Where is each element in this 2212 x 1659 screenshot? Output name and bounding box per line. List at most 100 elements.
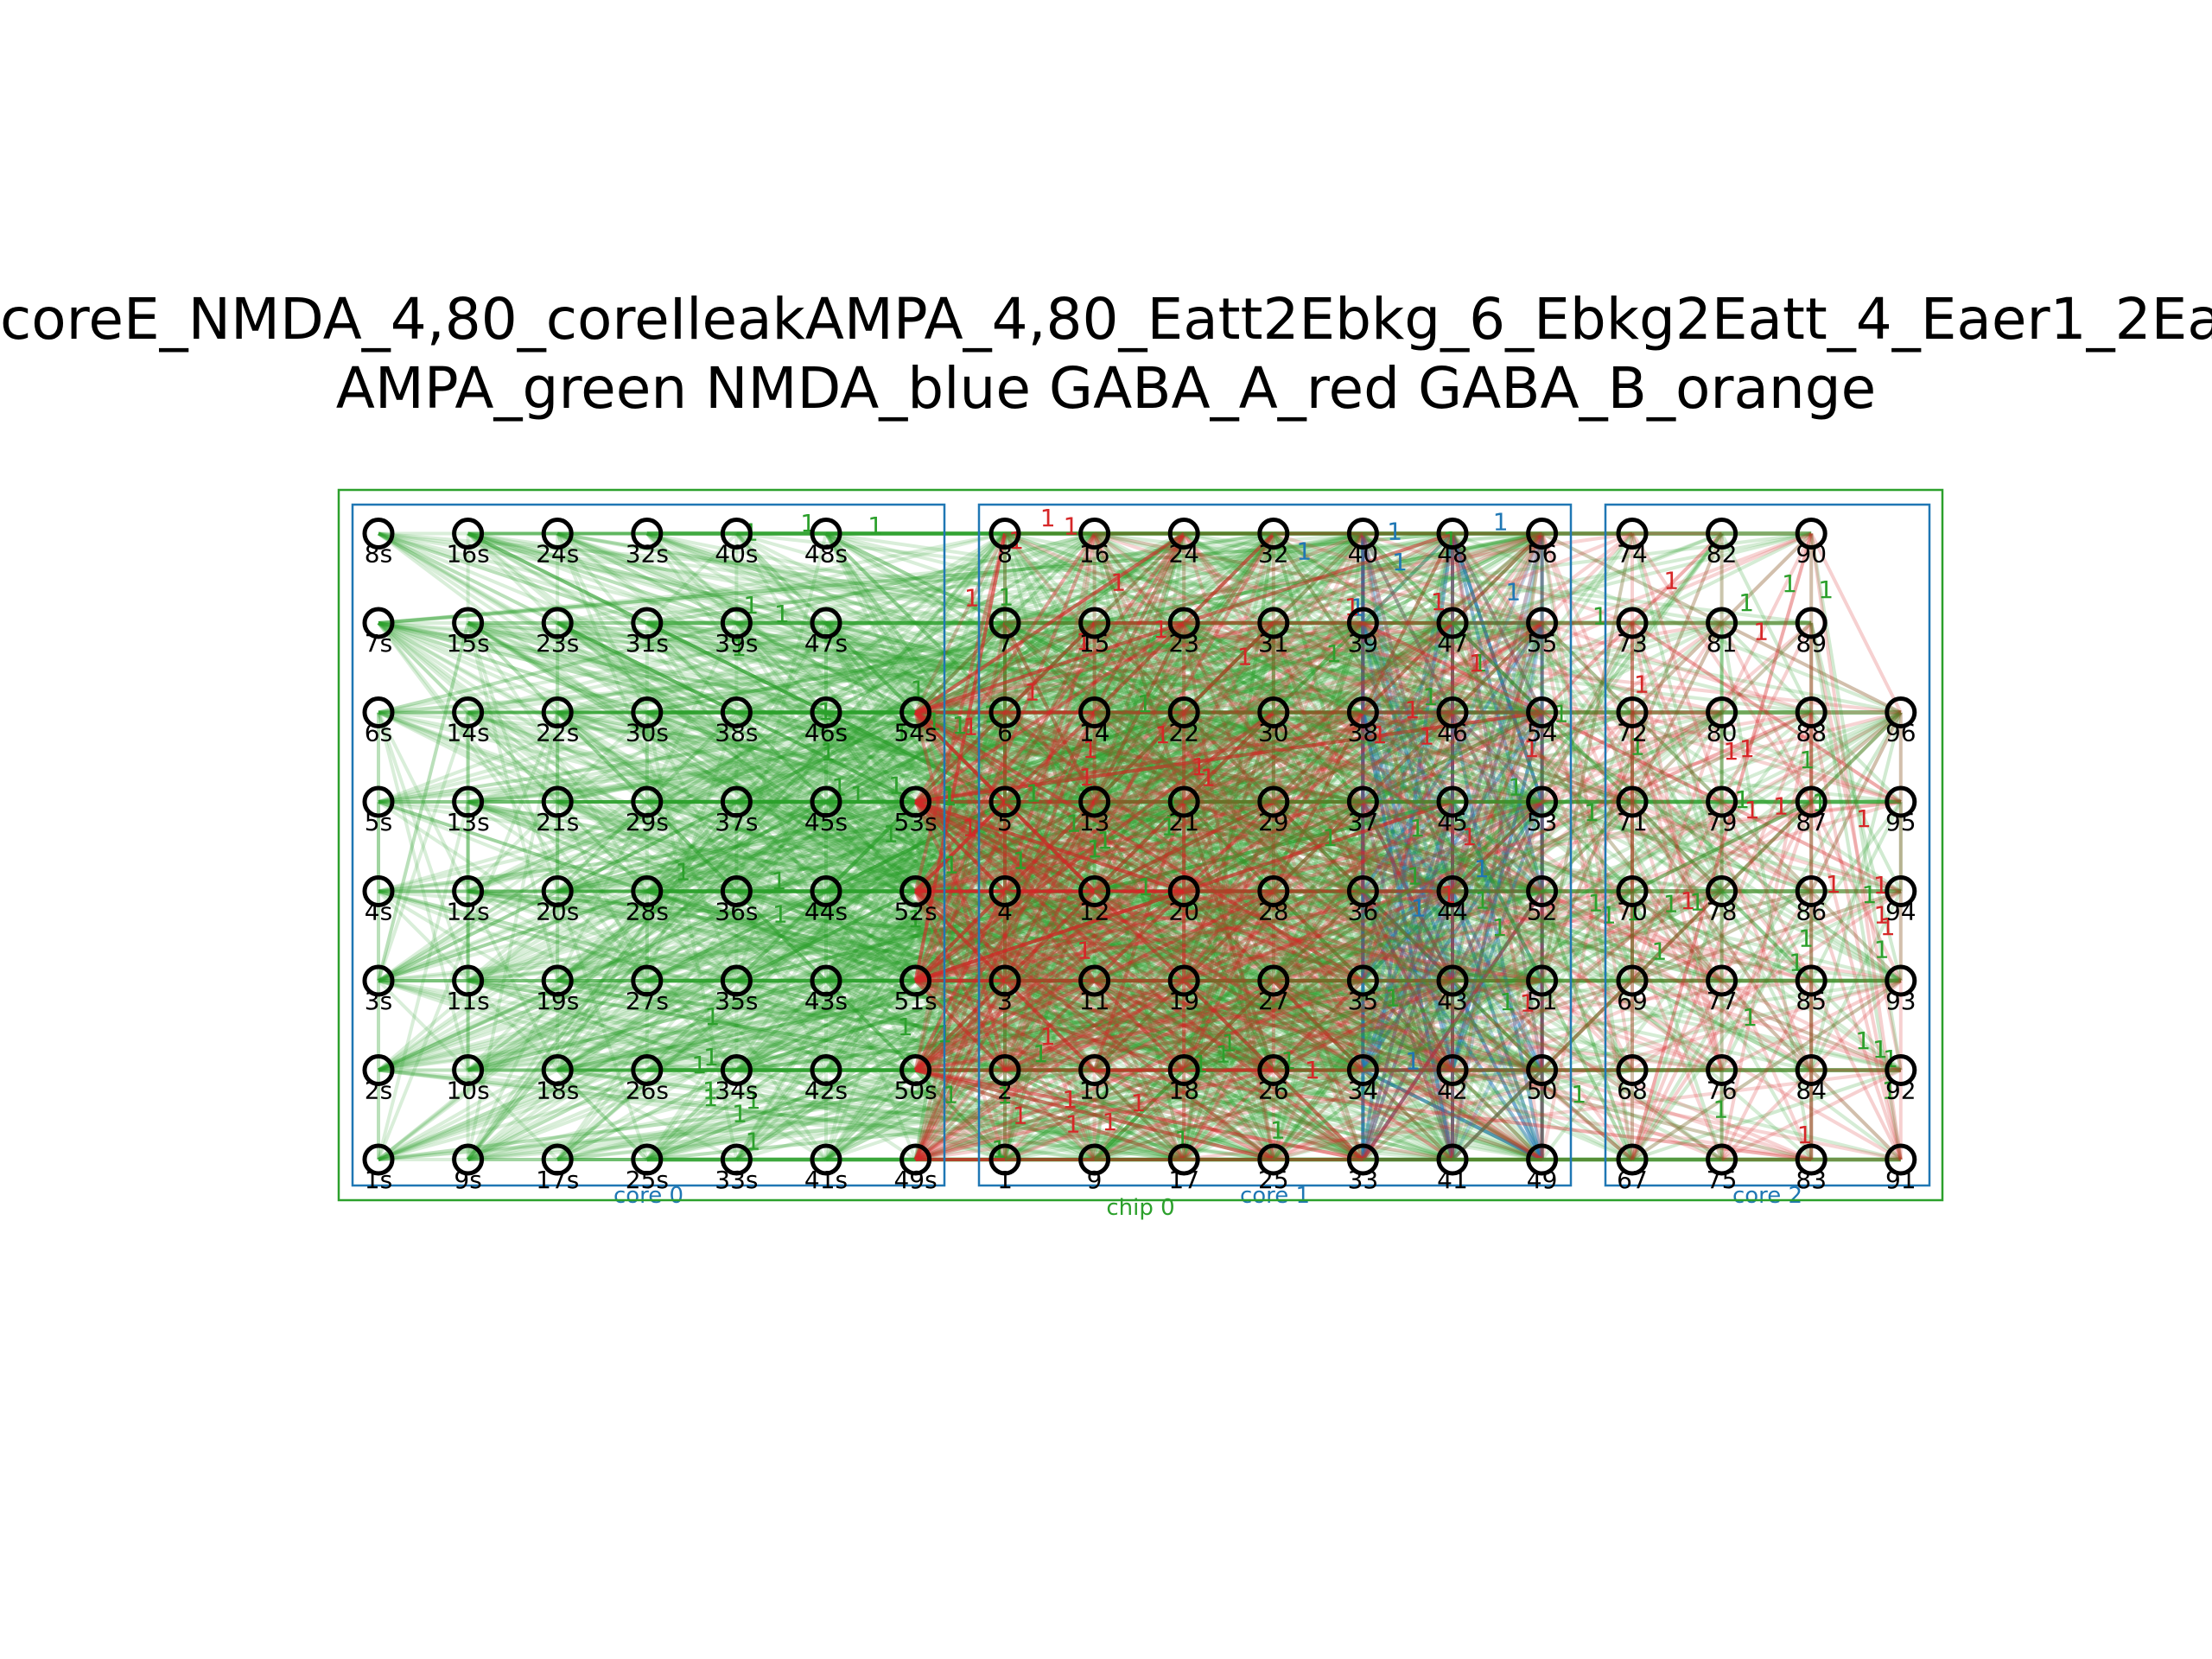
synapse-edge [914,710,1453,893]
synapse-edge [1004,531,1364,715]
synapse-edge [1093,800,1185,893]
synapse-edge [735,621,1454,1072]
synapse-edge [735,531,1185,804]
synapse-edge [736,979,1453,1072]
neuron-node[interactable]: 32 [1257,518,1290,569]
synapse-edge [645,711,739,982]
neuron-node[interactable]: 16s [446,518,490,569]
synapse-edge [377,800,917,1161]
synapse-edge [1093,621,1274,715]
synapse-edge [1183,1068,1364,1161]
synapse-edge [824,532,1185,1071]
synapse-edge [1182,622,1365,1071]
neuron-node[interactable]: 90 [1795,518,1827,569]
synapse-edge [824,621,1275,1071]
synapse-edge [1362,710,1543,804]
synapse-edge [734,890,1007,1161]
neuron-node[interactable]: 56 [1526,518,1559,569]
neuron-node[interactable]: 82 [1706,518,1738,569]
edge-weight-label: 1 [1508,773,1523,802]
synapse-edge [645,532,1185,1071]
synapse-edge [378,621,1006,982]
synapse-edge [645,800,738,893]
synapse-edge [556,710,1096,893]
synapse-edge [556,889,1006,982]
neuron-label: 14s [446,719,489,747]
neuron-node[interactable]: 40 [1346,518,1379,569]
synapse-edge [1361,801,1544,1160]
synapse-edge [914,710,1364,893]
synapse-edge [734,532,1364,1161]
synapse-edge [1093,979,1364,1072]
synapse-edge [1003,621,1364,982]
synapse-edge [467,710,1185,804]
synapse-edge [557,621,1453,715]
synapse-edge [1004,531,1363,625]
neuron-label: 33s [715,1166,758,1194]
synapse-edge [645,710,1185,982]
synapse-edge [1003,532,1275,1071]
synapse-edge [556,531,1543,893]
synapse-edge [467,710,1274,804]
synapse-edge [736,889,1185,982]
synapse-edge [1093,621,1454,1071]
synapse-edge [736,800,1542,893]
synapse-edge [734,532,1096,1160]
synapse-edge [1361,801,1454,1160]
neuron-node[interactable]: 24s [536,518,579,569]
synapse-edge [1003,890,1096,982]
synapse-edge [1361,622,1454,893]
synapse-edge [378,531,1543,982]
synapse-edge [735,800,1453,982]
synapse-edge [1093,621,1544,1071]
synapse-edge [467,979,559,1071]
synapse-edge [1182,801,1275,1071]
neuron-label: 40s [715,540,758,569]
synapse-edge [734,621,1007,1071]
neuron-node[interactable]: 96 [1885,696,1917,747]
synapse-edge [825,621,1453,804]
synapse-edge [378,710,917,982]
neuron-label: 46s [804,719,848,747]
synapse-edge [378,1068,1185,1161]
synapse-edge [377,712,470,1071]
synapse-edge [556,621,1364,1161]
synapse-edge [378,710,1006,1072]
synapse-edge [1092,533,1186,982]
neuron-node[interactable]: 10 [1078,1054,1111,1105]
edge-weight-label: 1 [1216,1040,1231,1069]
neuron-node[interactable]: 7s [362,607,395,658]
neuron-label: 82 [1707,540,1738,569]
synapse-edge [1183,710,1543,893]
neuron-node[interactable]: 16 [1078,518,1111,569]
edge-weight-label: 1 [1138,873,1154,901]
synapse-edge [1272,711,1454,982]
neuron-node[interactable]: 74 [1616,518,1649,569]
synapse-edge [1451,712,1544,1071]
synapse-edge [824,890,1007,1161]
synapse-edge [1272,711,1544,1071]
synapse-edge [467,800,1453,1161]
synapse-edge [377,889,828,1161]
synapse-edge [378,531,1096,715]
synapse-edge [467,531,1543,1072]
synapse-edge [467,1068,1274,1161]
synapse-edge [467,889,1542,1072]
synapse-edge [645,710,1274,1072]
synapse-edge [467,621,1185,715]
synapse-edge [735,621,1454,1161]
neuron-label: 87 [1796,808,1827,836]
synapse-edge [378,710,1274,1072]
synapse-edge [1004,531,1543,715]
synapse-edge [1004,710,1453,893]
edge-weight-label: 1 [964,584,980,613]
synapse-edge [556,710,1542,893]
neuron-node[interactable]: 24 [1167,518,1200,569]
neuron-node[interactable]: 6s [362,696,395,747]
neuron-node[interactable]: 8s [362,518,395,569]
synapse-edge [645,532,738,625]
synapse-edge [1361,890,1454,1071]
synapse-edge [646,531,1274,625]
neuron-node[interactable]: 32s [626,518,669,569]
synapse-edge [646,710,1274,982]
